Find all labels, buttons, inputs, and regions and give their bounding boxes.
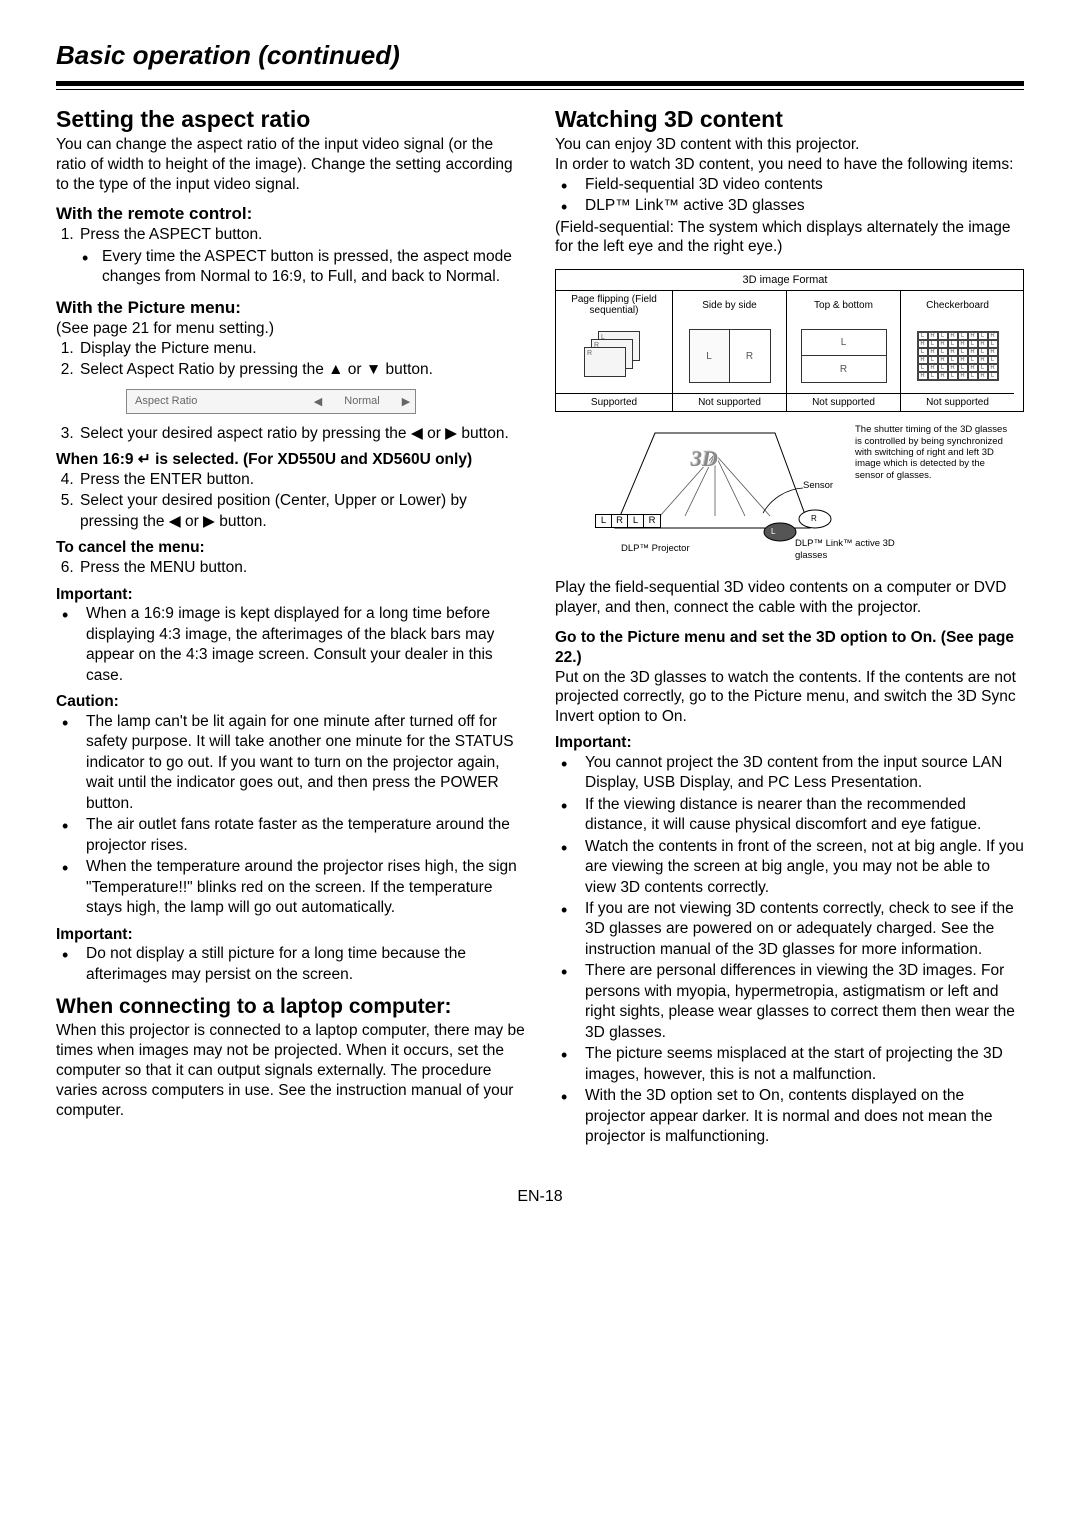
important1-bullet: When a 16:9 image is kept displayed for … — [56, 604, 525, 686]
tb-r: R — [802, 356, 886, 382]
seq-0: L — [596, 515, 612, 526]
imp-b6: The picture seems misplaced at the start… — [555, 1044, 1024, 1085]
aspect-intro: You can change the aspect ratio of the i… — [56, 135, 525, 194]
screen-3d-logo: 3D — [691, 446, 718, 472]
3d-needs-list: Field-sequential 3D video contents DLP™ … — [555, 175, 1024, 217]
imp-b7: With the 3D option set to On, contents d… — [555, 1086, 1024, 1147]
fmt-body-0: L R R — [556, 319, 672, 393]
caution-b1: The lamp can't be lit again for one minu… — [56, 712, 525, 814]
fieldseq-note: (Field-sequential: The system which disp… — [555, 218, 1024, 258]
left-column: Setting the aspect ratio You can change … — [56, 106, 525, 1148]
picmenu-steps-2: Select your desired aspect ratio by pres… — [56, 424, 525, 444]
remote-step-1: Press the ASPECT button. — [78, 225, 525, 245]
fmt-f3: Not supported — [900, 393, 1014, 411]
fmt-h1: Side by side — [672, 291, 786, 319]
important2-list: Do not display a still picture for a lon… — [56, 944, 525, 985]
remote-subhead: With the remote control: — [56, 204, 525, 224]
laptop-heading: When connecting to a laptop computer: — [56, 995, 525, 1019]
imp-b1: You cannot project the 3D content from t… — [555, 753, 1024, 794]
when169-head: When 16:9 ↵ is selected. (For XD550U and… — [56, 450, 525, 470]
menu-strip-value: Normal — [327, 395, 397, 407]
when169-step-4: Press the ENTER button. — [78, 470, 525, 490]
seq-3: R — [644, 515, 660, 526]
fmt-body-3: LRLRLRLRRLRLRLRLLRLRLRLRRLRLRLRLLRLRLRLR… — [900, 319, 1014, 393]
checkerboard-icon: LRLRLRLRRLRLRLRLLRLRLRLRRLRLRLRLLRLRLRLR… — [917, 331, 999, 381]
fmt-title: 3D image Format — [556, 270, 1014, 290]
sync-note: The shutter timing of the 3D glasses is … — [855, 424, 1015, 481]
right-column: Watching 3D content You can enjoy 3D con… — [555, 106, 1024, 1148]
caution-list: The lamp can't be lit again for one minu… — [56, 712, 525, 919]
important2-bullet: Do not display a still picture for a lon… — [56, 944, 525, 985]
seq-2: L — [628, 515, 644, 526]
header-rule — [56, 81, 1024, 90]
when169-step-5: Select your desired position (Center, Up… — [78, 491, 525, 532]
fmt-f2: Not supported — [786, 393, 900, 411]
aspect-menu-strip: Aspect Ratio ◀ Normal ▶ — [126, 389, 416, 414]
important1-list: When a 16:9 image is kept displayed for … — [56, 604, 525, 686]
right-important-head: Important: — [555, 733, 1024, 753]
glasses-l: L — [771, 527, 775, 537]
right-important-list: You cannot project the 3D content from t… — [555, 753, 1024, 1148]
sensor-label: Sensor — [803, 480, 833, 491]
caution-b3: When the temperature around the projecto… — [56, 857, 525, 918]
fmt-f0: Supported — [556, 393, 672, 411]
picmenu-step-2: Select Aspect Ratio by pressing the ▲ or… — [78, 360, 525, 380]
fmt-f1: Not supported — [672, 393, 786, 411]
menu-strip-label: Aspect Ratio — [127, 395, 309, 407]
seq-1: R — [612, 515, 628, 526]
laptop-text: When this projector is connected to a la… — [56, 1021, 525, 1120]
format-table: 3D image Format Page flipping (Field seq… — [555, 269, 1024, 412]
when169-steps: Press the ENTER button. Select your desi… — [56, 470, 525, 532]
need-b2: DLP™ Link™ active 3D glasses — [555, 196, 1024, 216]
tb-l: L — [802, 330, 886, 356]
glasses-label: DLP™ Link™ active 3D glasses — [795, 538, 905, 561]
sbs-l: L — [690, 330, 730, 382]
picmenu-step-3: Select your desired aspect ratio by pres… — [78, 424, 525, 444]
sync-diagram: 3D L R L R L R Sensor DLP™ Projector DLP… — [555, 418, 1024, 568]
picmenu-seepage: (See page 21 for menu setting.) — [56, 319, 525, 339]
play-text: Play the field-sequential 3D video conte… — [555, 578, 1024, 618]
page-flip-icon: L R R — [584, 331, 644, 381]
sbs-r: R — [730, 330, 770, 382]
goto-head: Go to the Picture menu and set the 3D op… — [555, 628, 1024, 668]
cancel-head: To cancel the menu: — [56, 538, 525, 558]
cancel-steps: Press the MENU button. — [56, 558, 525, 578]
3d-intro-2: In order to watch 3D content, you need t… — [555, 155, 1024, 175]
picmenu-subhead: With the Picture menu: — [56, 298, 525, 318]
important2-head: Important: — [56, 925, 525, 945]
imp-b5: There are personal differences in viewin… — [555, 961, 1024, 1043]
lrlr-sequence: L R L R — [595, 514, 661, 527]
imp-b4: If you are not viewing 3D contents corre… — [555, 899, 1024, 960]
menu-strip-left-arrow: ◀ — [309, 395, 327, 408]
page-header: Basic operation (continued) — [56, 40, 1024, 71]
remote-sub-bullets: Every time the ASPECT button is pressed,… — [56, 247, 525, 288]
imp-b3: Watch the contents in front of the scree… — [555, 837, 1024, 898]
caution-head: Caution: — [56, 692, 525, 712]
side-by-side-icon: L R — [689, 329, 771, 383]
page-number: EN-18 — [56, 1188, 1024, 1206]
fmt-h3: Checkerboard — [900, 291, 1014, 319]
cancel-step-6: Press the MENU button. — [78, 558, 525, 578]
remote-step1-bullet: Every time the ASPECT button is pressed,… — [56, 247, 525, 288]
glasses-r: R — [811, 514, 817, 524]
3d-heading: Watching 3D content — [555, 106, 1024, 133]
aspect-heading: Setting the aspect ratio — [56, 106, 525, 133]
fmt-h2: Top & bottom — [786, 291, 900, 319]
imp-b2: If the viewing distance is nearer than t… — [555, 795, 1024, 836]
important1-head: Important: — [56, 585, 525, 605]
picmenu-steps: Display the Picture menu. Select Aspect … — [56, 339, 525, 381]
picmenu-step-1: Display the Picture menu. — [78, 339, 525, 359]
caution-b2: The air outlet fans rotate faster as the… — [56, 815, 525, 856]
fmt-body-1: L R — [672, 319, 786, 393]
remote-steps: Press the ASPECT button. — [56, 225, 525, 245]
puton-text: Put on the 3D glasses to watch the conte… — [555, 668, 1024, 727]
need-b1: Field-sequential 3D video contents — [555, 175, 1024, 195]
projector-label: DLP™ Projector — [621, 543, 690, 554]
fmt-h0: Page flipping (Field sequential) — [556, 291, 672, 319]
top-bottom-icon: L R — [801, 329, 887, 383]
menu-strip-right-arrow: ▶ — [397, 395, 415, 408]
3d-intro-1: You can enjoy 3D content with this proje… — [555, 135, 1024, 155]
fmt-body-2: L R — [786, 319, 900, 393]
